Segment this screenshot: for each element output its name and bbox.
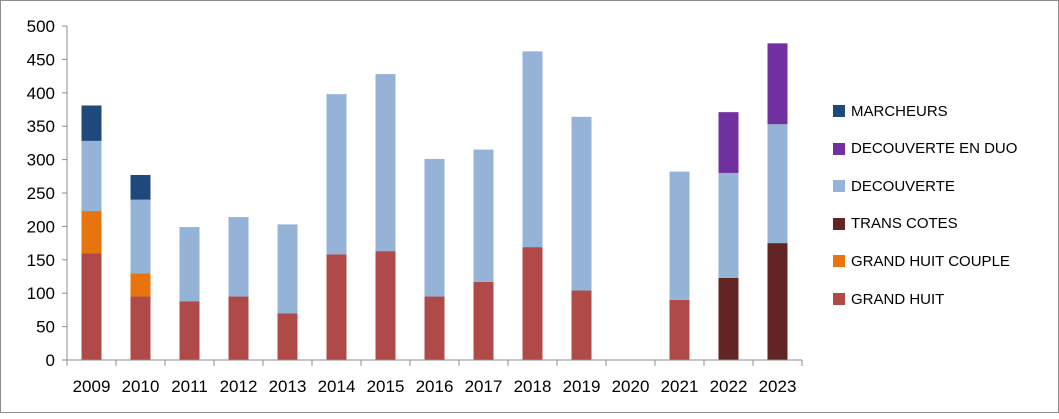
y-tick-label: 50 — [36, 318, 55, 337]
y-tick-label: 200 — [27, 217, 55, 236]
bar-segment — [767, 43, 788, 125]
legend-swatch — [833, 293, 845, 305]
legend-item: DECOUVERTE EN DUO — [833, 139, 1017, 159]
bar-segment — [718, 112, 739, 173]
legend-item: GRAND HUIT COUPLE — [833, 251, 1010, 271]
legend-swatch — [833, 142, 845, 155]
y-tick-label: 300 — [27, 151, 55, 170]
x-tick-label: 2009 — [73, 377, 111, 396]
bar-segment — [424, 158, 445, 297]
bar-segment — [718, 277, 739, 360]
bar-segment — [130, 296, 151, 360]
x-tick-label: 2019 — [563, 377, 601, 396]
bar-segment — [375, 251, 396, 360]
bar-segment — [473, 281, 494, 360]
legend-label: GRAND HUIT — [851, 290, 945, 308]
y-tick-label: 100 — [27, 284, 55, 303]
y-tick-label: 450 — [27, 50, 55, 69]
bar-segment — [179, 227, 200, 302]
x-tick-label: 2012 — [220, 377, 258, 396]
y-axis-ticks: 0 50 100 150 200 250 300 350 400 450 500 — [27, 17, 67, 370]
bars — [81, 43, 788, 360]
bar-segment — [767, 243, 788, 360]
y-tick-label: 500 — [27, 17, 55, 36]
bar-segment — [522, 51, 543, 248]
legend-label: DECOUVERTE EN DUO — [851, 140, 1018, 158]
legend-item: MARCHEURS — [833, 101, 948, 121]
x-tick-label: 2020 — [612, 377, 650, 396]
bar-segment — [669, 299, 690, 360]
y-tick-label: 350 — [27, 117, 55, 136]
y-tick-label: 0 — [46, 351, 55, 370]
bar-segment — [228, 217, 249, 297]
legend-swatch — [833, 255, 845, 268]
legend-swatch — [833, 180, 845, 193]
x-tick-label: 2023 — [759, 377, 797, 396]
y-tick-label: 150 — [27, 251, 55, 270]
legend-item: DECOUVERTE — [833, 176, 955, 196]
bar-segment — [767, 124, 788, 244]
x-tick-label: 2011 — [171, 377, 208, 396]
bar-segment — [277, 224, 298, 314]
bar-segment — [571, 290, 592, 360]
x-tick-label: 2016 — [416, 377, 454, 396]
x-tick-label: 2013 — [269, 377, 307, 396]
x-tick-label: 2017 — [465, 377, 503, 396]
bar-segment — [424, 296, 445, 360]
x-tick-label: 2018 — [514, 377, 552, 396]
bar-segment — [81, 211, 102, 254]
legend-item: GRAND HUIT — [833, 289, 944, 309]
legend-label: TRANS COTES — [851, 215, 958, 233]
legend-swatch — [833, 217, 845, 230]
legend-item: TRANS COTES — [833, 214, 958, 234]
y-tick-label: 400 — [27, 84, 55, 103]
bar-segment — [375, 74, 396, 252]
legend-label: DECOUVERTE — [851, 177, 955, 195]
bar-segment — [130, 273, 151, 297]
legend-label: GRAND HUIT COUPLE — [851, 252, 1010, 270]
bar-segment — [326, 254, 347, 360]
legend-label: MARCHEURS — [851, 102, 948, 120]
bar-segment — [718, 172, 739, 278]
bar-segment — [669, 171, 690, 300]
bar-segment — [277, 313, 298, 360]
y-tick-label: 250 — [27, 184, 55, 203]
bar-segment — [130, 199, 151, 274]
bar-segment — [81, 140, 102, 212]
x-tick-label: 2014 — [318, 377, 356, 396]
bar-segment — [473, 149, 494, 282]
bar-segment — [179, 301, 200, 360]
bar-segment — [228, 296, 249, 360]
bar-segment — [81, 105, 102, 141]
x-axis-ticks: 2009 2010 2011 2012 2013 2014 2015 2016 2017 2018… — [66, 360, 803, 396]
bar-segment — [326, 94, 347, 255]
legend-swatch — [833, 105, 845, 117]
x-tick-label: 2010 — [122, 377, 160, 396]
axes — [66, 26, 802, 361]
bar-segment — [130, 174, 151, 200]
x-tick-label: 2021 — [661, 377, 699, 396]
bar-segment — [522, 247, 543, 360]
x-tick-label: 2015 — [367, 377, 405, 396]
bar-segment — [81, 253, 102, 360]
bar-segment — [571, 116, 592, 291]
x-tick-label: 2022 — [710, 377, 748, 396]
